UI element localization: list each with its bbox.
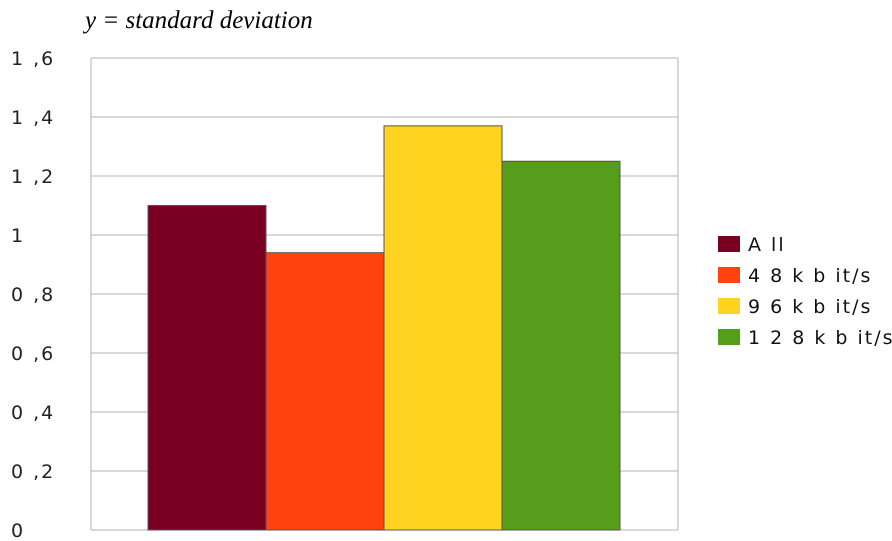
- y-tick-label: 1 ,6: [11, 48, 55, 70]
- y-tick-labels: 0 0 ,2 0 ,4 0 ,6 0 ,8 1 1 ,2 1 ,4 1 ,6: [11, 48, 55, 541]
- legend-swatch: [718, 236, 740, 252]
- y-tick-label: 0 ,8: [11, 284, 55, 306]
- y-tick-label: 0 ,2: [11, 461, 55, 483]
- legend-label: 1 2 8 k b it/s: [748, 327, 892, 349]
- legend-label: A ll: [748, 234, 786, 256]
- legend-swatch: [718, 298, 740, 314]
- legend-swatch: [718, 267, 740, 283]
- bar-series-4: [501, 160, 621, 531]
- y-tick-label: 0: [11, 520, 25, 541]
- legend: A ll 4 8 k b it/s 9 6 k b it/s 1 2 8 k b it…: [718, 234, 892, 349]
- y-tick-label: 1 ,4: [11, 107, 55, 129]
- bar-series-2: [265, 252, 385, 531]
- y-axis-title: y = standard deviation: [82, 7, 313, 34]
- y-tick-label: 0 ,6: [11, 343, 55, 365]
- bars: [147, 125, 621, 531]
- legend-label: 4 8 k b it/s: [748, 265, 872, 287]
- bar-series-1: [147, 205, 267, 531]
- y-tick-label: 0 ,4: [11, 402, 55, 424]
- y-tick-label: 1: [11, 225, 25, 247]
- y-tick-label: 1 ,2: [11, 166, 55, 188]
- legend-swatch: [718, 329, 740, 345]
- legend-label: 9 6 k b it/s: [748, 296, 872, 318]
- bar-series-3: [383, 125, 503, 531]
